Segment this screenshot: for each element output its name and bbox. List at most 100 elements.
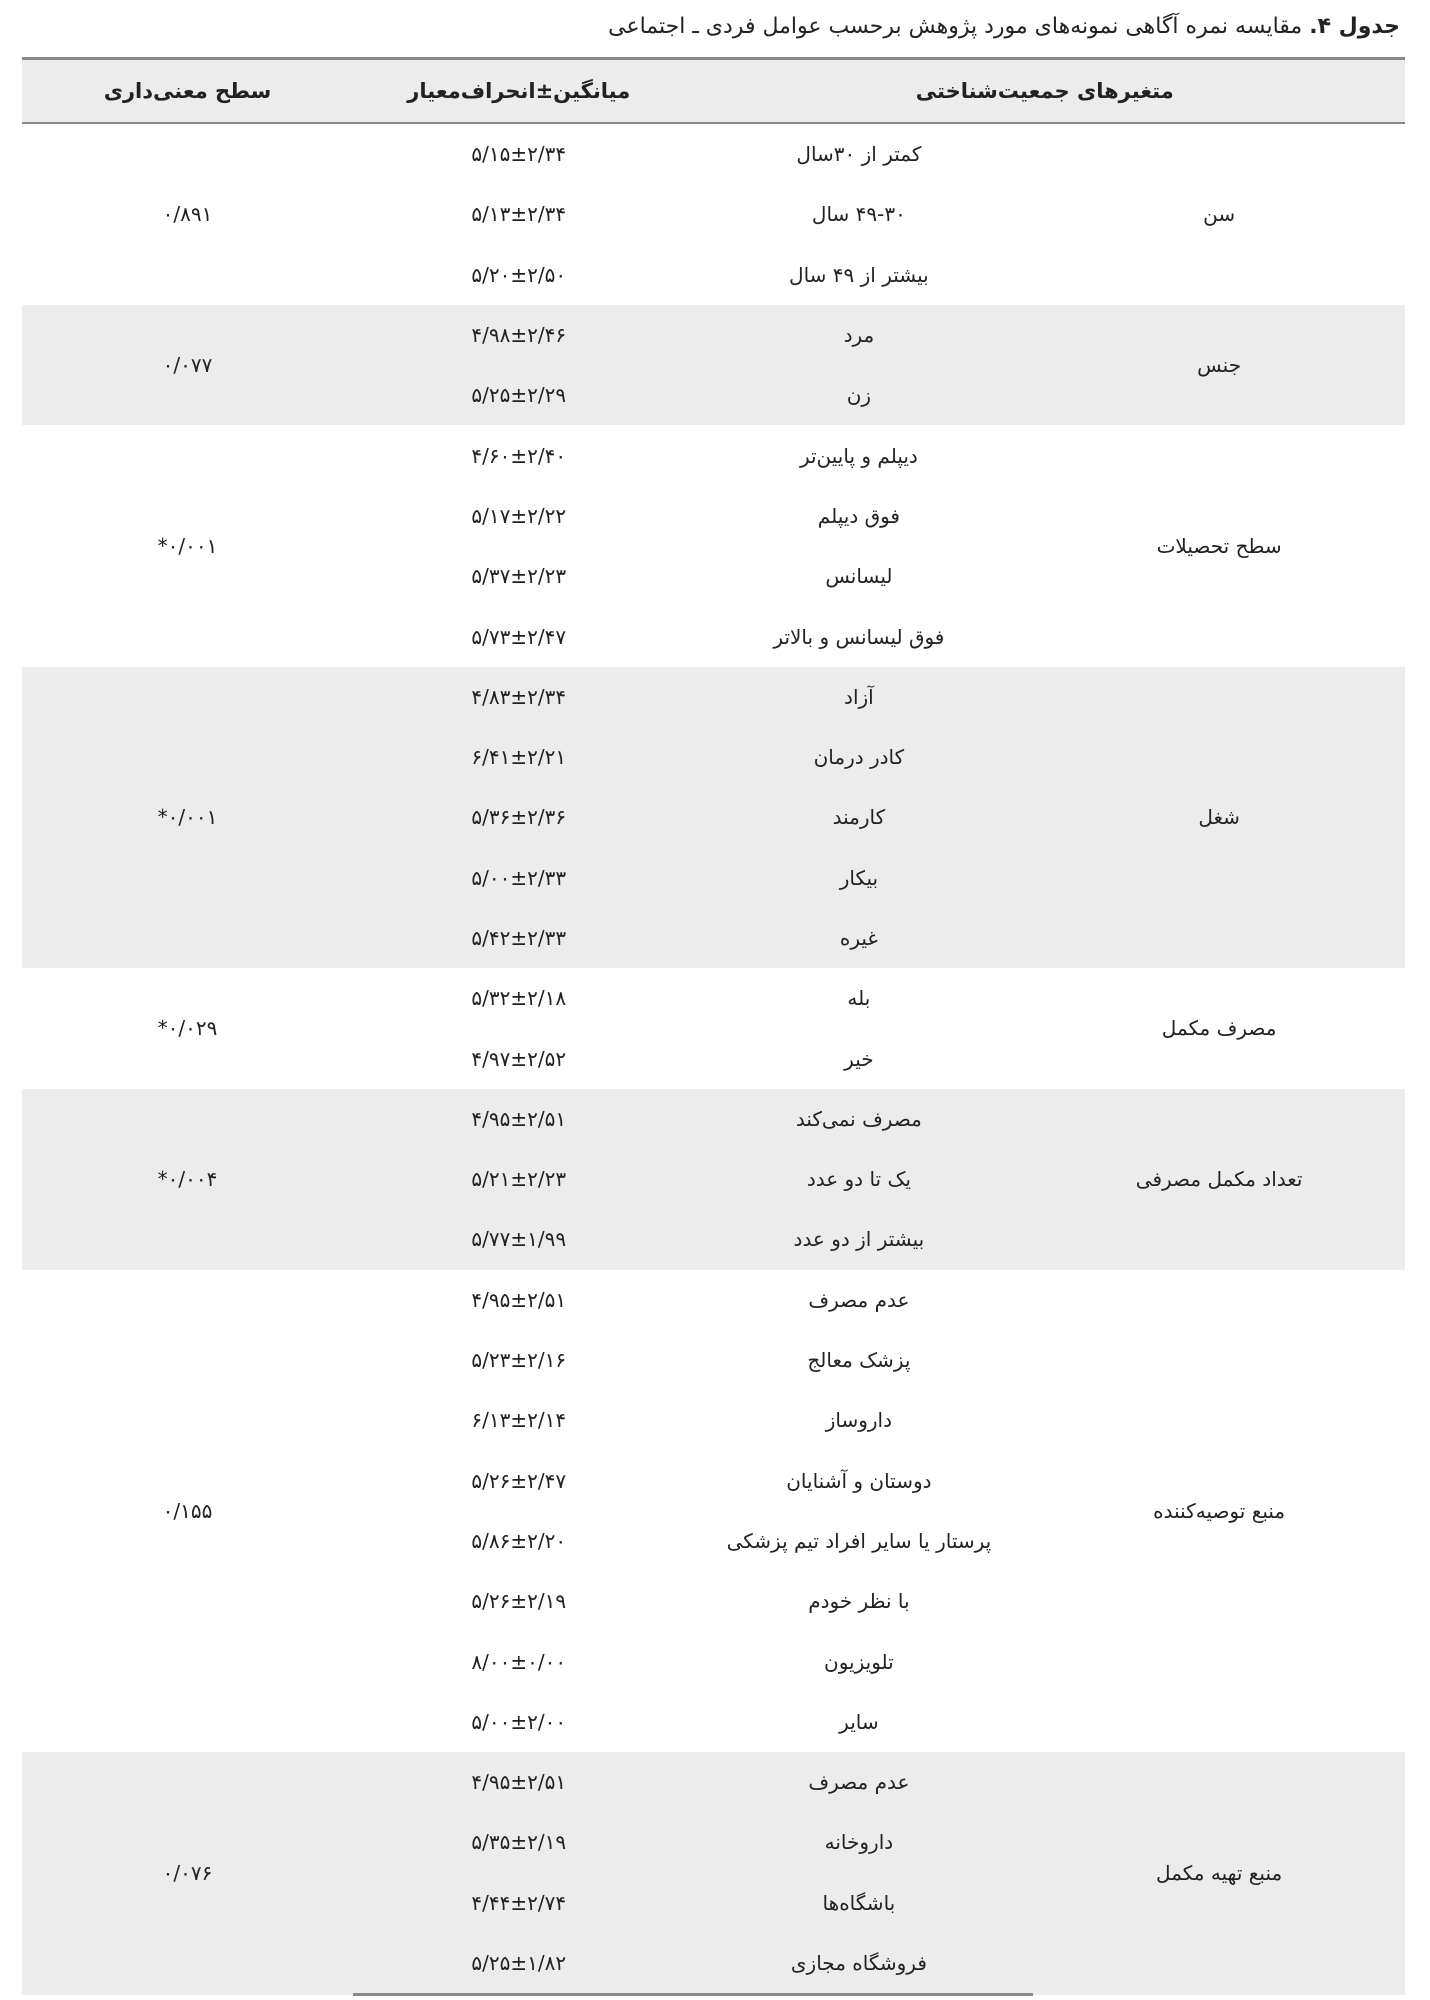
subgroup-label: عدم مصرف — [808, 1287, 910, 1312]
mean-sd-value: ۵/۲۵±۲/۲۹ — [471, 383, 567, 408]
table-row: منبع توصیه‌کننده عدم مصرف ۴/۹۵±۲/۵۱ ۰/۱۵۵ — [22, 1270, 1405, 1523]
table-row: غیره ۵/۴۲±۲/۳۳ — [22, 907, 1405, 969]
header-mean-sd: میانگین±انحراف‌معیار — [353, 57, 685, 124]
mean-sd-value: ۴/۶۰±۲/۴۰ — [471, 443, 567, 468]
subgroup-label: فوق دیپلم — [817, 503, 900, 528]
mean-sd-value: ۴/۹۵±۲/۵۱ — [471, 1106, 567, 1131]
table-row: زن ۵/۲۵±۲/۲۹ — [22, 365, 1405, 426]
mean-sd-value: ۵/۲۳±۲/۱۶ — [471, 1348, 567, 1373]
table-row: فوق لیسانس و بالاتر ۵/۷۳±۲/۴۷ — [22, 606, 1405, 666]
table-row: منبع تهیه مکمل عدم مصرف ۴/۹۵±۲/۵۱ ۰/۰۷۶ — [22, 1752, 1405, 1995]
table-caption: جدول ۴. مقایسه نمره آگاهی نمونه‌های مورد… — [608, 14, 1400, 39]
subgroup-label: تلویزیون — [824, 1649, 894, 1674]
group-name: شغل — [1033, 666, 1405, 969]
subgroup-label: کارمند — [684, 787, 1034, 848]
table-row: تعداد مکمل مصرفی مصرف نمی‌کند ۴/۹۵±۲/۵۱ ۰/۰… — [22, 1088, 1405, 1270]
mean-sd-value: ۴/۹۸±۲/۴۶ — [471, 323, 567, 348]
table-row: بیشتر از ۴۹ سال ۵/۲۰±۲/۵۰ — [22, 245, 1405, 305]
mean-sd-value: ۴/۹۷±۲/۵۲ — [471, 1046, 567, 1071]
group-name: جنس — [1033, 304, 1405, 426]
subgroup-label: بیشتر از ۴۹ سال — [789, 262, 929, 287]
table-row: دوستان و آشنایان ۵/۲۶±۲/۴۷ — [22, 1451, 1405, 1511]
subgroup-label: زن — [684, 365, 1034, 426]
table-row: تلویزیون ۸/۰۰±۰/۰۰ — [22, 1631, 1405, 1691]
subgroup-label: کادر درمان — [684, 726, 1034, 788]
mean-sd-value: ۴/۴۴±۲/۷۴ — [471, 1890, 567, 1915]
subgroup-label: مرد — [684, 304, 1034, 366]
mean-sd-value: ۵/۱۵±۲/۳۴ — [471, 142, 567, 167]
subgroup-label: یک تا دو عدد — [684, 1149, 1034, 1210]
table-row: مصرف مکمل بله ۵/۳۲±۲/۱۸ ۰/۰۲۹* — [22, 968, 1405, 1040]
subgroup-label: با نظر خودم — [808, 1589, 910, 1614]
subgroup-label: لیسانس — [825, 564, 893, 589]
mean-sd-value: ۵/۷۷±۱/۹۹ — [471, 1227, 567, 1252]
p-value: ۰/۰۰۱* — [157, 534, 218, 559]
mean-sd-value: ۵/۲۶±۲/۱۹ — [471, 1589, 567, 1614]
mean-sd-value: ۵/۳۵±۲/۱۹ — [471, 1830, 567, 1855]
group-name: مصرف مکمل — [1161, 1016, 1277, 1041]
table-row: شغل آزاد ۴/۸۳±۲/۳۴ ۰/۰۰۱* — [22, 666, 1405, 969]
mean-sd-value: ۸/۰۰±۰/۰۰ — [471, 1649, 567, 1674]
p-value: ۰/۰۷۷ — [22, 304, 353, 426]
p-value: ۰/۰۰۴* — [22, 1088, 353, 1270]
p-value: ۰/۰۲۹* — [157, 1016, 218, 1041]
mean-sd-value: ۵/۴۲±۲/۳۳ — [471, 926, 567, 950]
mean-sd-value: ۵/۱۳±۲/۳۴ — [471, 202, 567, 227]
mean-sd-value: ۴/۹۵±۲/۵۱ — [471, 1770, 567, 1795]
subgroup-label: غیره — [684, 907, 1034, 969]
caption-label: جدول ۴. — [1309, 14, 1400, 39]
table-row: بیکار ۵/۰۰±۲/۳۳ — [22, 847, 1405, 908]
subgroup-label: کمتر از ۳۰سال — [796, 142, 922, 167]
p-value: ۰/۰۷۶ — [22, 1752, 353, 1995]
table-row: جنس مرد ۴/۹۸±۲/۴۶ ۰/۰۷۷ — [22, 304, 1405, 426]
table-row: ۴۹-۳۰ سال ۵/۱۳±۲/۳۴ — [22, 184, 1405, 244]
subgroup-label: ۴۹-۳۰ سال — [811, 202, 906, 227]
mean-sd-value: ۵/۸۶±۲/۲۰ — [471, 1528, 567, 1553]
table-row: فوق دیپلم ۵/۱۷±۲/۲۲ — [22, 486, 1405, 546]
header-significance: سطح معنی‌داری — [22, 57, 353, 124]
table-row: سایر ۵/۰۰±۲/۰۰ — [22, 1692, 1405, 1752]
p-value: ۰/۸۹۱ — [162, 202, 213, 227]
table-row: پرستار یا سایر افراد تیم پزشکی ۵/۸۶±۲/۲۰ — [22, 1511, 1405, 1571]
table-row: باشگاه‌ها ۴/۴۴±۲/۷۴ — [22, 1872, 1405, 1933]
table-row: کارمند ۵/۳۶±۲/۳۶ — [22, 787, 1405, 848]
table-row: بیشتر از دو عدد ۵/۷۷±۱/۹۹ — [22, 1209, 1405, 1270]
subgroup-label: بله — [847, 986, 871, 1011]
subgroup-label: خیر — [844, 1046, 874, 1071]
mean-sd-value: ۵/۱۷±۲/۲۲ — [471, 503, 567, 528]
subgroup-label: فروشگاه مجازی — [684, 1932, 1034, 1997]
subgroup-label: دیپلم و پایین‌تر — [799, 443, 918, 468]
table-row: خیر ۴/۹۷±۲/۵۲ — [22, 1028, 1405, 1088]
caption-text: مقایسه نمره آگاهی نمونه‌های مورد پژوهش ب… — [608, 14, 1303, 39]
subgroup-label: عدم مصرف — [684, 1752, 1034, 1813]
header-row: متغیرهای جمعیت‌شناختی میانگین±انحراف‌معی… — [22, 57, 1405, 124]
mean-sd-value: ۵/۰۰±۲/۳۳ — [471, 865, 567, 890]
table-row: سطح تحصیلات دیپلم و پایین‌تر ۴/۶۰±۲/۴۰ ۰/۰۰… — [22, 425, 1405, 558]
group-name: تعداد مکمل مصرفی — [1033, 1088, 1405, 1270]
mean-sd-value: ۵/۳۲±۲/۱۸ — [471, 986, 567, 1011]
subgroup-label: داروخانه — [684, 1812, 1034, 1873]
table-row: پزشک معالج ۵/۲۳±۲/۱۶ — [22, 1330, 1405, 1390]
table-row: داروخانه ۵/۳۵±۲/۱۹ — [22, 1812, 1405, 1873]
mean-sd-value: ۵/۲۱±۲/۲۳ — [471, 1167, 567, 1192]
subgroup-label: بیکار — [684, 847, 1034, 908]
p-value: ۰/۰۰۱* — [22, 666, 353, 969]
subgroup-label: آزاد — [684, 666, 1034, 727]
table-row: فروشگاه مجازی ۵/۲۵±۱/۸۲ — [22, 1932, 1405, 1997]
mean-sd-value: ۴/۹۵±۲/۵۱ — [471, 1287, 567, 1312]
table-row: داروساز ۶/۱۳±۲/۱۴ — [22, 1390, 1405, 1450]
subgroup-label: دوستان و آشنایان — [786, 1468, 932, 1493]
table-row: کادر درمان ۶/۴۱±۲/۲۱ — [22, 726, 1405, 788]
group-name: منبع تهیه مکمل — [1033, 1752, 1405, 1995]
subgroup-label: مصرف نمی‌کند — [684, 1088, 1034, 1150]
group-name: منبع توصیه‌کننده — [1153, 1498, 1286, 1523]
mean-sd-value: ۵/۰۰±۲/۰۰ — [471, 1709, 567, 1734]
table-row: لیسانس ۵/۳۷±۲/۲۳ — [22, 546, 1405, 606]
group-name: سن — [1203, 202, 1236, 227]
mean-sd-value: ۶/۴۱±۲/۲۱ — [471, 745, 567, 770]
group-name: سطح تحصیلات — [1156, 534, 1282, 559]
table-row: یک تا دو عدد ۵/۲۱±۲/۲۳ — [22, 1149, 1405, 1210]
mean-sd-value: ۵/۲۰±۲/۵۰ — [471, 262, 567, 287]
mean-sd-value: ۶/۱۳±۲/۱۴ — [471, 1408, 567, 1433]
subgroup-label: بیشتر از دو عدد — [684, 1209, 1034, 1270]
